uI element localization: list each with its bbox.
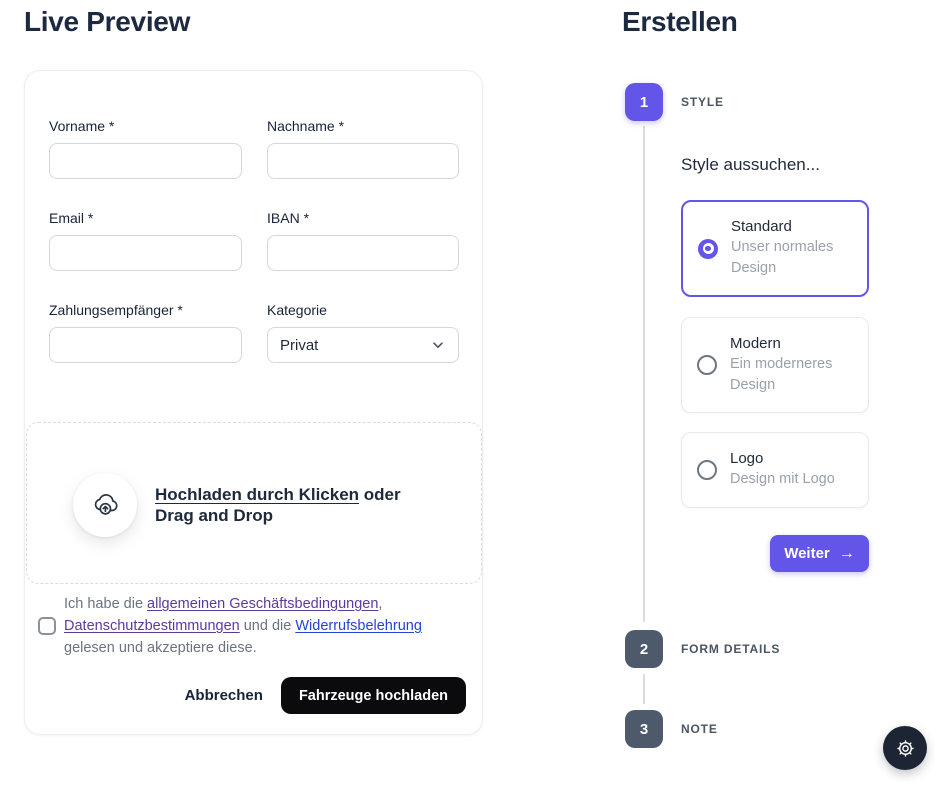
- nachname-input[interactable]: [267, 143, 459, 179]
- step-badge-form-details[interactable]: 2: [625, 630, 663, 668]
- erstellen-title: Erstellen: [622, 6, 738, 37]
- style-option-modern[interactable]: Modern Ein moderneres Design: [681, 317, 869, 413]
- field-iban: IBAN *: [267, 210, 459, 271]
- kategorie-select[interactable]: Privat: [267, 327, 459, 363]
- kategorie-selected-value: Privat: [280, 336, 319, 354]
- step-connector-1: [643, 126, 645, 622]
- upload-circle-button[interactable]: [73, 473, 137, 537]
- radio-modern-unchecked-icon[interactable]: [697, 355, 717, 375]
- step-label-style: STYLE: [681, 95, 724, 109]
- terms-text: Ich habe die allgemeinen Geschäftsbeding…: [64, 596, 422, 656]
- agb-link[interactable]: allgemeinen Geschäftsbedingungen: [147, 596, 379, 612]
- upload-instructions: Hochladen durch Klicken oder Drag and Dr…: [155, 485, 401, 525]
- datenschutz-link[interactable]: Datenschutzbestimmungen: [64, 618, 240, 634]
- arrow-right-icon: →: [838, 544, 855, 562]
- radio-logo-unchecked-icon[interactable]: [697, 460, 717, 480]
- cloud-upload-icon: [89, 489, 121, 521]
- step-connector-2: [643, 674, 645, 704]
- vorname-label: Vorname *: [49, 118, 115, 134]
- zahlungsempfaenger-input[interactable]: [49, 327, 242, 363]
- file-dropzone[interactable]: Hochladen durch Klicken oder Drag and Dr…: [26, 422, 482, 584]
- field-zahlungsempfaenger: Zahlungsempfänger *: [49, 302, 242, 363]
- option-logo-description: Design mit Logo: [730, 471, 835, 487]
- kategorie-label: Kategorie: [267, 302, 327, 318]
- style-option-logo[interactable]: Logo Design mit Logo: [681, 432, 869, 508]
- field-vorname: Vorname *: [49, 118, 242, 179]
- style-option-standard[interactable]: Standard Unser normales Design: [681, 200, 869, 297]
- terms-checkbox[interactable]: [38, 617, 56, 635]
- email-label: Email *: [49, 210, 94, 226]
- iban-input[interactable]: [267, 235, 459, 271]
- option-modern-title: Modern: [730, 334, 781, 352]
- vorname-input[interactable]: [49, 143, 242, 179]
- live-preview-title: Live Preview: [24, 6, 191, 37]
- field-kategorie: Kategorie Privat: [267, 302, 459, 363]
- form-actions: Abbrechen Fahrzeuge hochladen: [185, 677, 466, 714]
- nachname-label: Nachname *: [267, 118, 345, 134]
- field-nachname: Nachname *: [267, 118, 459, 179]
- option-standard-description: Unser normales Design: [731, 239, 834, 276]
- zahlungsempfaenger-label: Zahlungsempfänger *: [49, 302, 183, 318]
- gear-icon: [895, 738, 916, 759]
- step-badge-style[interactable]: 1: [625, 83, 663, 121]
- step-badge-note[interactable]: 3: [625, 710, 663, 748]
- upload-click-link[interactable]: Hochladen durch Klicken: [155, 485, 360, 504]
- iban-label: IBAN *: [267, 210, 310, 226]
- settings-fab-button[interactable]: [883, 726, 927, 770]
- chevron-down-icon: [430, 337, 446, 353]
- widerruf-link[interactable]: Widerrufsbelehrung: [295, 618, 422, 634]
- radio-standard-checked-icon[interactable]: [698, 238, 718, 259]
- option-standard-title: Standard: [731, 218, 792, 235]
- step-label-form-details: FORM DETAILS: [681, 642, 781, 656]
- option-logo-title: Logo: [730, 450, 764, 467]
- option-modern-description: Ein moderneres Design: [730, 355, 833, 393]
- field-email: Email *: [49, 210, 242, 271]
- terms-row: Ich habe die allgemeinen Geschäftsbeding…: [38, 593, 448, 659]
- form-preview-card: Vorname * Nachname * Email * IBAN * Zahl…: [24, 70, 483, 735]
- submit-button[interactable]: Fahrzeuge hochladen: [280, 677, 466, 714]
- email-input[interactable]: [49, 235, 242, 271]
- step-label-note: NOTE: [681, 722, 718, 736]
- cancel-button[interactable]: Abbrechen: [184, 687, 263, 704]
- next-button[interactable]: Weiter →: [770, 535, 869, 572]
- style-prompt: Style aussuchen...: [681, 155, 820, 174]
